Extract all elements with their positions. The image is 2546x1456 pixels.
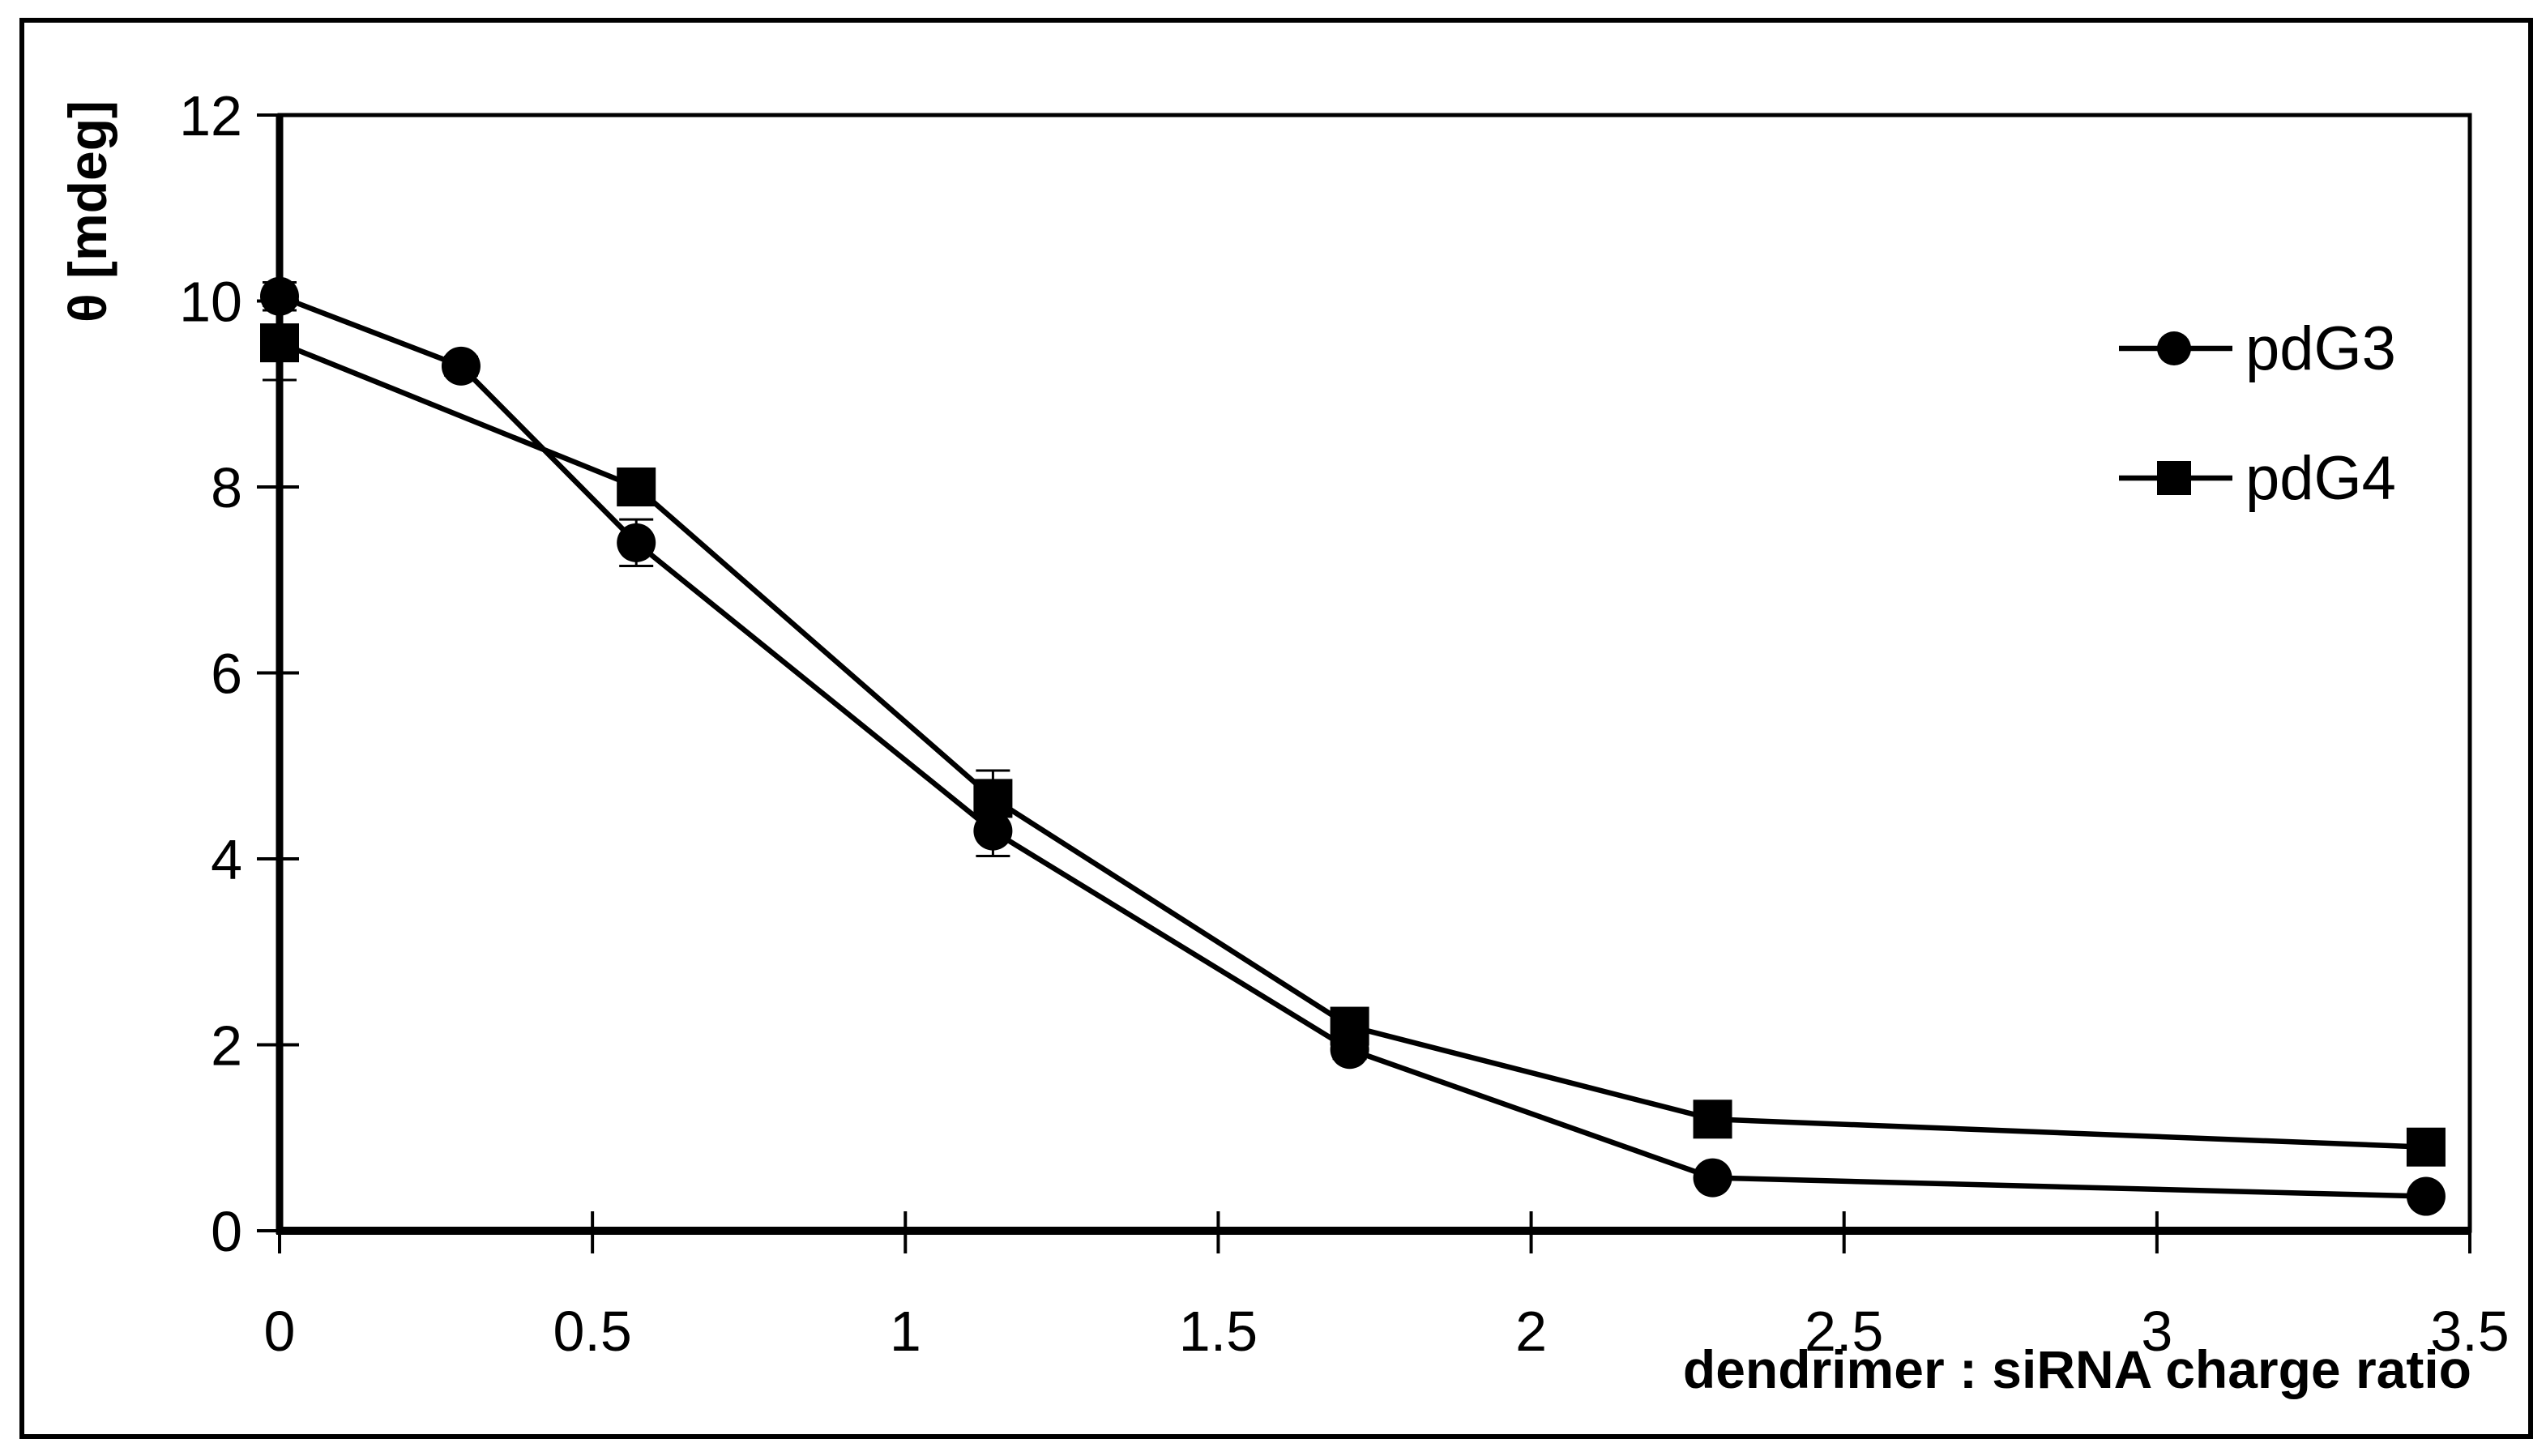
square-marker [1693, 1099, 1732, 1139]
x-tick-label: 2.5 [1805, 1300, 1883, 1363]
legend-label: pdG4 [2245, 443, 2396, 513]
y-tick-label: 8 [211, 456, 242, 519]
square-marker [617, 468, 656, 506]
legend-item-pdG4: pdG4 [2119, 413, 2396, 543]
plot-frame [277, 113, 2472, 1233]
square-marker [973, 779, 1013, 818]
circle-marker [1693, 1158, 1732, 1198]
circle-marker-icon [2119, 331, 2232, 365]
legend-label: pdG3 [2245, 314, 2396, 383]
square-marker-icon [2119, 461, 2232, 495]
y-tick-label: 6 [211, 643, 242, 706]
y-tick-label: 2 [211, 1014, 242, 1078]
series-line-pdG4 [278, 340, 2427, 1150]
circle-marker [441, 346, 481, 386]
y-tick-label: 4 [211, 828, 242, 891]
square-marker [1330, 1006, 1369, 1046]
circle-marker [617, 523, 656, 562]
legend: pdG3 pdG4 [2119, 284, 2396, 543]
x-axis-title: dendrimer : siRNA charge ratio [1682, 1339, 2471, 1399]
x-tick-label: 1.5 [1179, 1300, 1258, 1363]
y-tick-label: 12 [179, 84, 242, 147]
x-tick-label: 3.5 [2430, 1300, 2509, 1363]
x-tick-label: 1 [890, 1300, 921, 1363]
legend-item-pdG3: pdG3 [2119, 284, 2396, 413]
x-tick-label: 0 [264, 1300, 296, 1363]
x-tick-label: 3 [2141, 1300, 2172, 1363]
square-marker [2406, 1127, 2446, 1167]
figure-border [19, 18, 2533, 1439]
square-marker [260, 323, 299, 363]
y-tick-label: 10 [179, 271, 242, 334]
circle-marker [2406, 1176, 2446, 1216]
circle-marker [973, 811, 1013, 851]
y-tick-label: 0 [211, 1200, 242, 1263]
y-axis-title: θ [mdeg] [58, 100, 117, 322]
x-tick-label: 0.5 [553, 1300, 631, 1363]
x-tick-label: 2 [1515, 1300, 1547, 1363]
